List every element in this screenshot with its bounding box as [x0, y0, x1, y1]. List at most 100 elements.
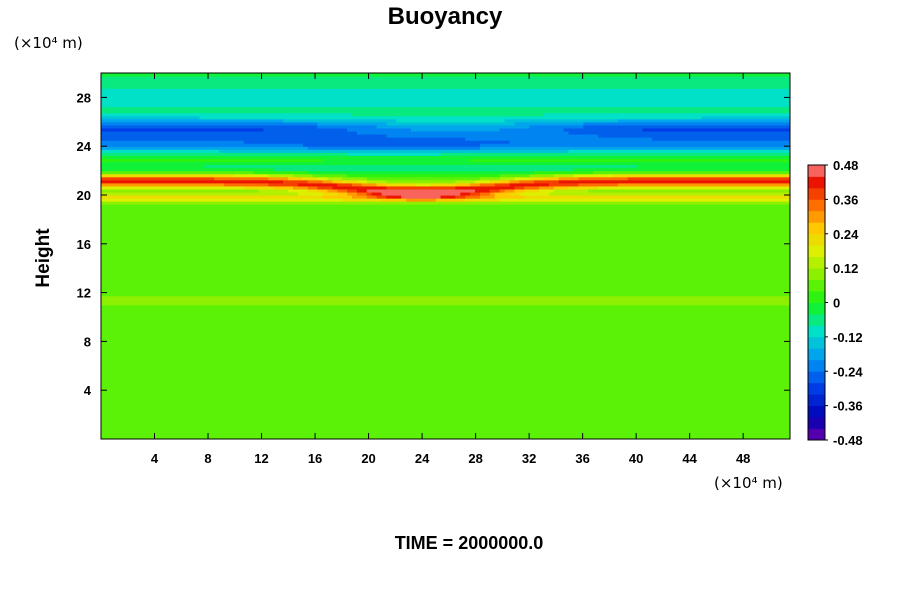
heatmap-cell [307, 185, 319, 190]
heatmap-cell [297, 191, 324, 196]
colorbar-segment [808, 291, 825, 303]
heatmap-cell [317, 185, 333, 190]
heatmap-cell [479, 146, 790, 150]
heatmap-cell [494, 191, 511, 196]
colorbar-segment [808, 222, 825, 235]
heatmap-cell [101, 332, 790, 336]
heatmap-cell [455, 185, 515, 190]
heatmap-cell [101, 124, 319, 129]
heatmap-cell [101, 143, 304, 147]
heatmap-cell [499, 176, 515, 181]
heatmap-cell [101, 256, 790, 260]
heatmap-cell [214, 176, 269, 181]
heatmap-cell [499, 179, 511, 184]
heatmap-cell [101, 307, 790, 312]
heatmap-cell [101, 280, 790, 285]
heatmap-cell [489, 191, 496, 196]
colorbar-tick-label: -0.48 [833, 433, 863, 448]
heatmap-cell [307, 146, 481, 150]
heatmap-cell [361, 182, 378, 187]
heatmap-cell [327, 188, 338, 193]
heatmap-cell [101, 411, 790, 416]
heatmap-cell [351, 195, 368, 199]
y-tick-label: 12 [77, 286, 91, 301]
heatmap-cell [101, 207, 790, 211]
heatmap-cell [583, 124, 790, 129]
heatmap-cell [101, 228, 790, 233]
heatmap-cell [317, 188, 328, 193]
heatmap-cell [101, 188, 260, 193]
heatmap-cell [101, 317, 790, 321]
heatmap-cell [101, 347, 790, 352]
heatmap-cell [568, 185, 599, 190]
heatmap-cell [553, 185, 570, 190]
heatmap-cell [101, 179, 284, 184]
colorbar-tick-label: -0.24 [833, 364, 863, 379]
heatmap-cell [101, 243, 790, 248]
x-tick-label: 44 [682, 451, 697, 466]
heatmap-cell [101, 234, 790, 239]
heatmap-cell [543, 176, 560, 181]
heatmap-cell [332, 185, 388, 190]
heatmap-cell [479, 195, 496, 199]
heatmap-cell [524, 195, 790, 199]
heatmap-cell [356, 188, 368, 193]
heatmap-cell [268, 182, 299, 187]
heatmap-cell [101, 387, 790, 391]
heatmap-cell [268, 176, 289, 181]
x-axis-units: (×10⁴ m) [714, 474, 783, 492]
heatmap-cell [376, 124, 530, 129]
colorbar-segment [808, 382, 825, 395]
colorbar-ticks: 0.48 0.36 0.24 0.12 0 -0.12 -0.24 -0.36 -0.48 [825, 158, 863, 448]
heatmap-cell [386, 182, 417, 187]
heatmap-cell [101, 82, 790, 86]
heatmap-cell [101, 435, 790, 439]
heatmap-cell [101, 429, 790, 434]
heatmap-cell [337, 191, 348, 196]
heatmap-cell [351, 182, 363, 187]
heatmap-cell [101, 118, 284, 123]
heatmap-cell [548, 191, 790, 196]
heatmap-cell [489, 188, 501, 193]
heatmap-cell [342, 198, 383, 202]
heatmap-cell [307, 170, 535, 175]
heatmap-cell [101, 432, 790, 437]
heatmap-cell [598, 185, 790, 190]
heatmap-cell [101, 161, 790, 166]
colorbar-tick-label: -0.36 [833, 399, 863, 414]
heatmap-cell [366, 179, 388, 184]
heatmap-cell [351, 112, 545, 117]
heatmap-cell [440, 195, 456, 199]
heatmap-cell [101, 329, 790, 333]
colorbar-tick-label: 0.48 [833, 158, 858, 173]
heatmap-cell [578, 176, 629, 181]
heatmap-cell [347, 188, 358, 193]
heatmap-field [101, 73, 790, 439]
heatmap-cell [224, 182, 269, 187]
heatmap-cell [347, 191, 358, 196]
heatmap-cell [101, 210, 790, 214]
heatmap-cell [101, 219, 790, 224]
heatmap-cell [302, 176, 319, 181]
heatmap-cell [233, 173, 269, 178]
heatmap-cell [101, 146, 309, 150]
heatmap-cell [494, 182, 511, 187]
plot-frame [100, 72, 791, 440]
heatmap-cell [101, 130, 358, 135]
heatmap-cell [312, 173, 348, 178]
heatmap-cell [386, 121, 515, 126]
time-label: TIME = 2000000.0 [395, 533, 544, 553]
heatmap-cell [479, 176, 501, 181]
heatmap-cell [366, 176, 481, 181]
heatmap-cell [101, 85, 790, 89]
heatmap-cell [499, 173, 530, 178]
heatmap-cell [288, 176, 304, 181]
heatmap-cell [101, 265, 790, 269]
heatmap-cell [292, 173, 314, 178]
colorbar-tick-label: 0.24 [833, 227, 859, 242]
heatmap-cell [563, 127, 643, 132]
heatmap-cell [499, 127, 565, 132]
heatmap-cell [273, 185, 294, 190]
heatmap-cell [101, 304, 790, 309]
heatmap-cell [455, 195, 466, 199]
